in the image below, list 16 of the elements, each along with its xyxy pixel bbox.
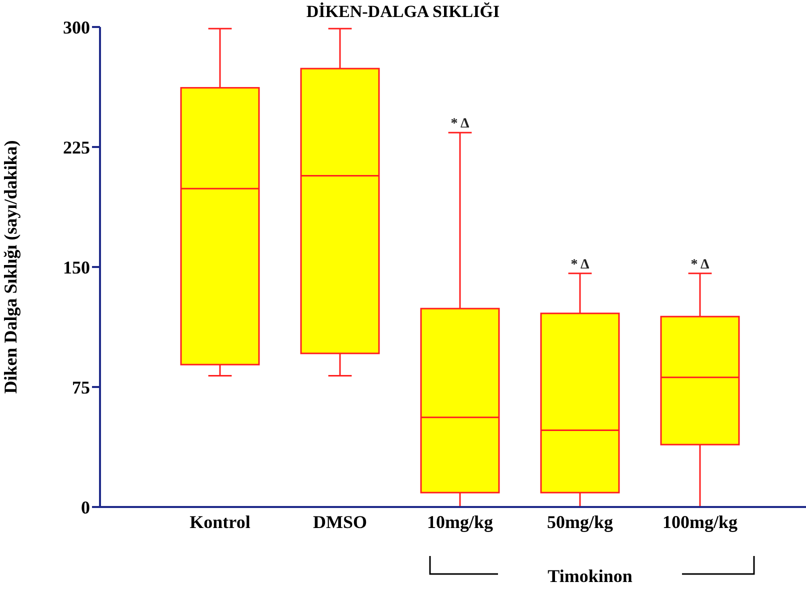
y-tick-label: 225: [63, 137, 90, 158]
x-tick-label: 10mg/kg: [426, 512, 494, 532]
x-tick-label: 50mg/kg: [546, 512, 614, 532]
x-tick-label: Kontrol: [190, 512, 250, 532]
text: Timokinon: [546, 566, 634, 587]
chart-title: DİKEN-DALGA SIKLIĞI: [306, 2, 500, 21]
y-tick-label: 150: [63, 257, 90, 278]
y-tick-label: 75: [72, 377, 90, 398]
annotation: * Δ: [450, 116, 470, 132]
x-tick-label: DMSO: [313, 512, 367, 532]
annotation: * Δ: [690, 257, 710, 272]
y-axis-title: Diken Dalga Sıklığı (sayı/dakika): [0, 140, 20, 394]
y-tick-label: 0: [81, 497, 90, 518]
x-tick-label: 100mg/kg: [662, 512, 738, 532]
annotation: * Δ: [570, 257, 590, 272]
y-tick-label: 300: [63, 17, 90, 38]
